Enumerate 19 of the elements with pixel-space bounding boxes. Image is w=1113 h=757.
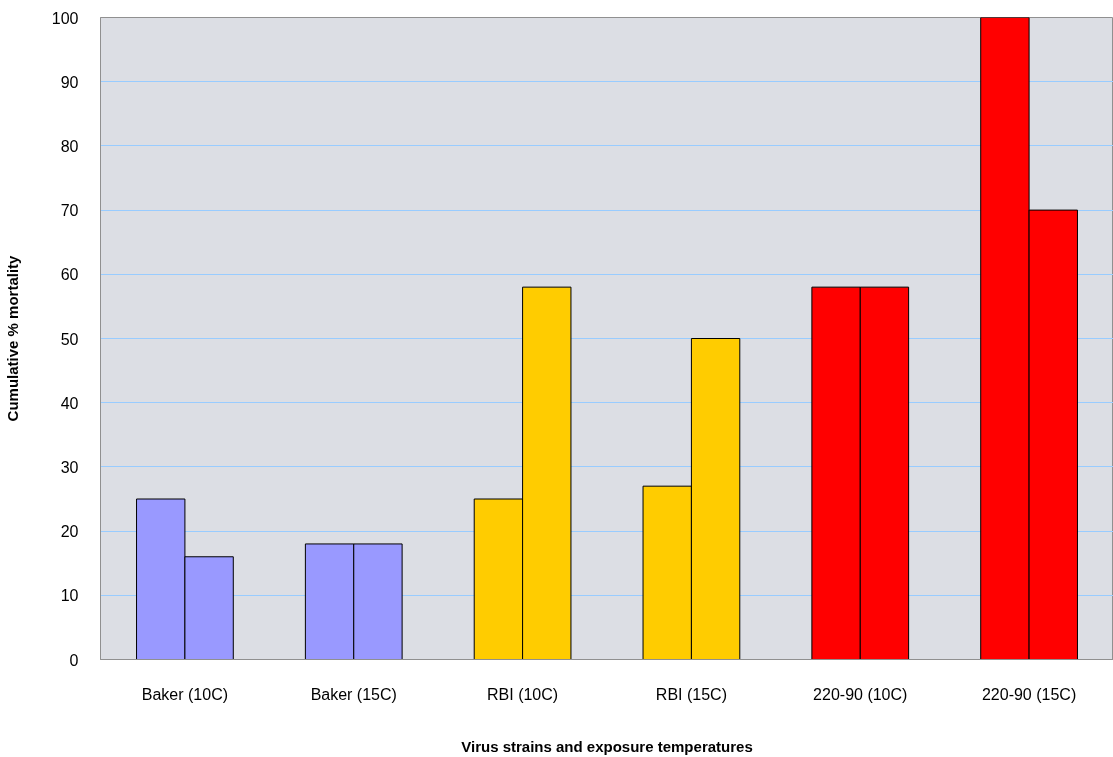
- x-tick-label: Baker (15C): [310, 685, 397, 703]
- y-tick-label: 70: [60, 202, 79, 220]
- y-tick-label: 50: [60, 330, 79, 348]
- x-axis-title: Virus strains and exposure temperatures: [461, 737, 753, 755]
- x-tick-label: RBI (15C): [655, 685, 727, 703]
- y-axis-title: Cumulative % mortality: [3, 254, 21, 422]
- x-tick-label: 220-90 (15C): [981, 685, 1077, 703]
- y-tick-label: 0: [69, 651, 79, 669]
- y-tick-label: 90: [60, 73, 79, 91]
- x-tick-label: 220-90 (10C): [813, 685, 908, 703]
- x-tick-label: RBI (10C): [487, 685, 559, 703]
- y-tick-label: 10: [60, 587, 79, 605]
- y-tick-label: 100: [51, 9, 79, 27]
- y-tick-label: 60: [60, 266, 79, 284]
- x-tick-label: Baker (10C): [141, 685, 229, 703]
- y-tick-label: 30: [60, 458, 79, 476]
- y-tick-label: 80: [60, 137, 79, 155]
- y-tick-label: 20: [60, 523, 79, 541]
- y-tick-label: 40: [60, 394, 79, 412]
